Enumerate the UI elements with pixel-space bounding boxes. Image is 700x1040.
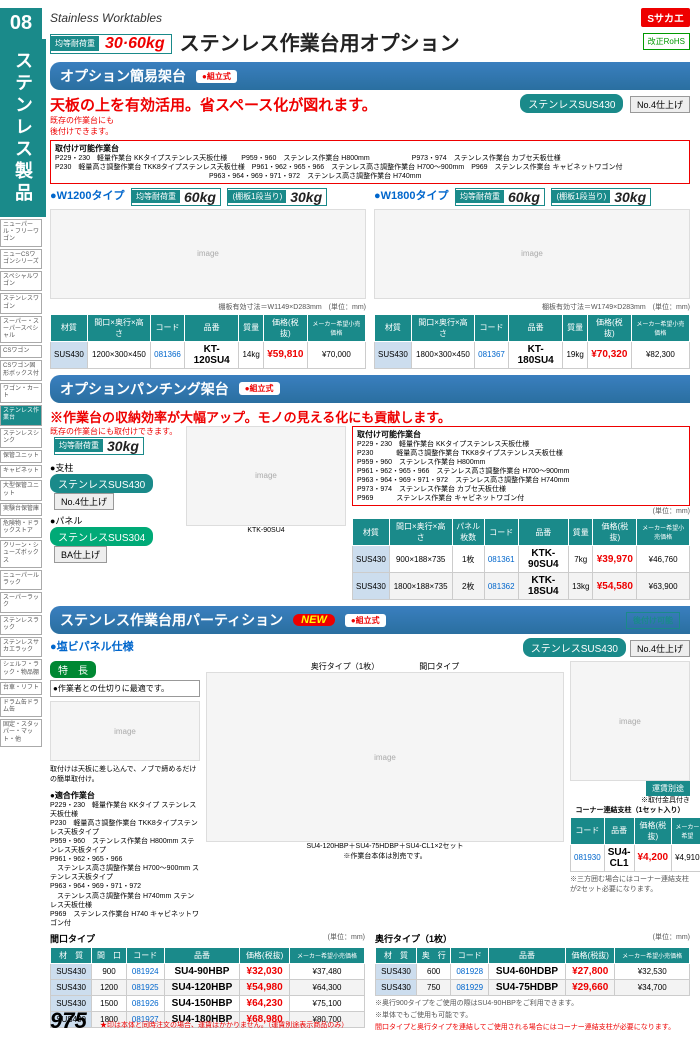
sidebar-item[interactable]: 実験台保管庫 <box>0 503 42 516</box>
corner-table: コード品番価格(税抜)メーカー希望 081930SU4-CL1¥4,200¥4,… <box>570 817 700 872</box>
side-tab: 08 ステンレス製品 ニューパール・フリーワゴンニューCSワゴンシリーズスペシャ… <box>0 8 42 749</box>
page-number: 975 <box>50 1008 87 1034</box>
sidebar-item[interactable]: 危険物・ドラックストア <box>0 518 42 538</box>
sidebar-item[interactable]: クリーン・シューズボックス <box>0 540 42 568</box>
sidebar-item[interactable]: 台車・リフト <box>0 682 42 695</box>
sidebar-item[interactable]: ステンレスサカエラック <box>0 637 42 657</box>
product-image: image <box>50 209 366 299</box>
sidebar-item[interactable]: スーパー・スーパースペシャル <box>0 316 42 344</box>
product-image: image <box>374 209 690 299</box>
product-image: image <box>186 426 346 526</box>
section3-bar: ステンレス作業台用パーティション NEW ●組立式 後付け可能 <box>50 606 690 634</box>
partition-image: image <box>206 672 564 842</box>
sec1-table-b: 材質間口×奥行×高さコード品番質量価格(税抜)メーカー希望小売価格SUS4301… <box>374 314 690 369</box>
detail-image: image <box>50 701 200 761</box>
sidebar-item[interactable]: ワゴン・カート <box>0 383 42 403</box>
section-title: ステンレス製品 <box>0 39 46 217</box>
sidebar-item[interactable]: ステンレスシンク <box>0 428 42 448</box>
sidebar-item[interactable]: スーパーラック <box>0 592 42 612</box>
section2-bar: オプションパンチング架台 ●組立式 <box>50 375 690 403</box>
sidebar-item[interactable]: ステンレスワゴン <box>0 293 42 313</box>
sec1-type-1800: ●W1800タイプ 均等耐荷重60kg (棚板1段当り)30kg image 棚… <box>374 187 690 369</box>
sidebar-item[interactable]: CSワゴン固形ボックス付 <box>0 360 42 380</box>
sidebar-item[interactable]: 固定・スタッパー・マット・他 <box>0 719 42 747</box>
catalog-page: 08 ステンレス製品 ニューパール・フリーワゴンニューCSワゴンシリーズスペシャ… <box>0 0 700 1040</box>
sidebar-item[interactable]: スペシャルワゴン <box>0 271 42 291</box>
sidebar-item[interactable]: キャビネット <box>0 465 42 478</box>
sec2-table: 材質間口×奥行×高さパネル枚数コード品番質量価格(税抜)メーカー希望小売価格SU… <box>352 518 690 600</box>
sec1-type-1200: ●W1200タイプ 均等耐荷重60kg (棚板1段当り)30kg image 棚… <box>50 187 366 369</box>
section1-bar: オプション簡易架台 ●組立式 <box>50 62 690 90</box>
material-badge: ステンレスSUS430 <box>520 94 623 113</box>
sidebar-item[interactable]: ニューパール・フリーワゴン <box>0 219 42 247</box>
sec2-compat: 取付け可能作業台 P229・230 軽量作業台 KKタイプステンレス天板仕様P2… <box>352 426 690 507</box>
sec1-compat: 取付け可能作業台 P229・230 軽量作業台 KKタイプステンレス天板仕様 P… <box>50 140 690 184</box>
sidebar-item[interactable]: シェルフ・ラック・物品棚 <box>0 659 42 679</box>
sidebar-item[interactable]: ステンレス作業台 <box>0 405 42 425</box>
sidebar-item[interactable]: CSワゴン <box>0 345 42 358</box>
load-badge: 均等耐荷重 30·60kg <box>50 34 172 54</box>
sidebar-item[interactable]: ドラム缶ドラム缶 <box>0 697 42 717</box>
star-footnote: ★印は本体と同時注文の場合、運賃はかかりません。（運賃別途表示商品のみ） <box>100 1020 348 1030</box>
sidebar-item[interactable]: 大型保管ユニット <box>0 480 42 500</box>
sec3-table-b: 材 質奥 行コード品番価格(税抜)メーカー希望小売価格SUS4306000819… <box>375 947 690 996</box>
sidebar-item[interactable]: 保管ユニット <box>0 450 42 463</box>
corner-post-image: image <box>570 661 690 781</box>
sec1-table-a: 材質間口×奥行×高さコード品番質量価格(税抜)メーカー希望小売価格SUS4301… <box>50 314 366 369</box>
sec3-table-a: 材 質間 口コード品番価格(税抜)メーカー希望小売価格SUS4309000819… <box>50 947 365 1028</box>
main-title: ステンレス作業台用オプション <box>180 27 460 56</box>
rohs-badge: 改正RoHS <box>643 33 690 50</box>
sidebar-item[interactable]: ニューパールラック <box>0 570 42 590</box>
category-en: Stainless Worktables <box>50 11 162 25</box>
section-number: 08 <box>0 8 42 39</box>
sec1-headline: 天板の上を有効活用。省スペース化が図れます。 <box>50 94 377 115</box>
brand-logo: Sサカエ <box>641 8 690 27</box>
sidebar-item[interactable]: ステンレスラック <box>0 615 42 635</box>
sidebar-item[interactable]: ニューCSワゴンシリーズ <box>0 249 42 269</box>
